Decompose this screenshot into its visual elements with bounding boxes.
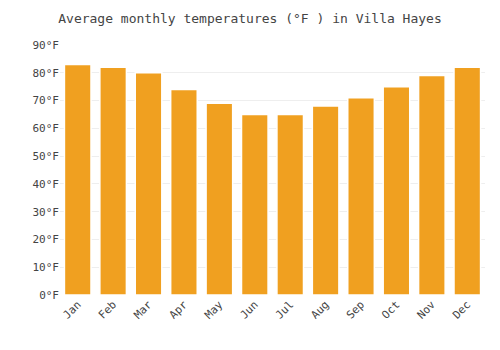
svg-text:20°F: 20°F xyxy=(33,233,60,246)
svg-text:Jan: Jan xyxy=(60,298,83,321)
svg-text:Nov: Nov xyxy=(415,298,439,322)
svg-text:50°F: 50°F xyxy=(33,150,60,163)
svg-text:80°F: 80°F xyxy=(33,67,60,80)
svg-text:0°F: 0°F xyxy=(39,289,59,302)
svg-text:60°F: 60°F xyxy=(33,122,60,135)
svg-text:Jul: Jul xyxy=(273,298,296,321)
svg-text:Dec: Dec xyxy=(450,298,473,321)
svg-text:Average monthly temperatures (: Average monthly temperatures (°F ) in Vi… xyxy=(58,11,442,26)
svg-text:70°F: 70°F xyxy=(33,94,60,107)
svg-text:40°F: 40°F xyxy=(33,178,60,191)
svg-text:Oct: Oct xyxy=(379,298,402,321)
svg-text:Aug: Aug xyxy=(308,298,331,321)
svg-text:30°F: 30°F xyxy=(33,206,60,219)
svg-text:90°F: 90°F xyxy=(33,39,60,52)
svg-text:Apr: Apr xyxy=(167,298,191,322)
svg-text:May: May xyxy=(202,298,226,322)
svg-text:Sep: Sep xyxy=(344,298,367,321)
svg-text:Mar: Mar xyxy=(131,298,155,322)
svg-text:Jun: Jun xyxy=(238,298,261,321)
svg-text:Feb: Feb xyxy=(96,298,119,321)
svg-text:10°F: 10°F xyxy=(33,261,60,274)
